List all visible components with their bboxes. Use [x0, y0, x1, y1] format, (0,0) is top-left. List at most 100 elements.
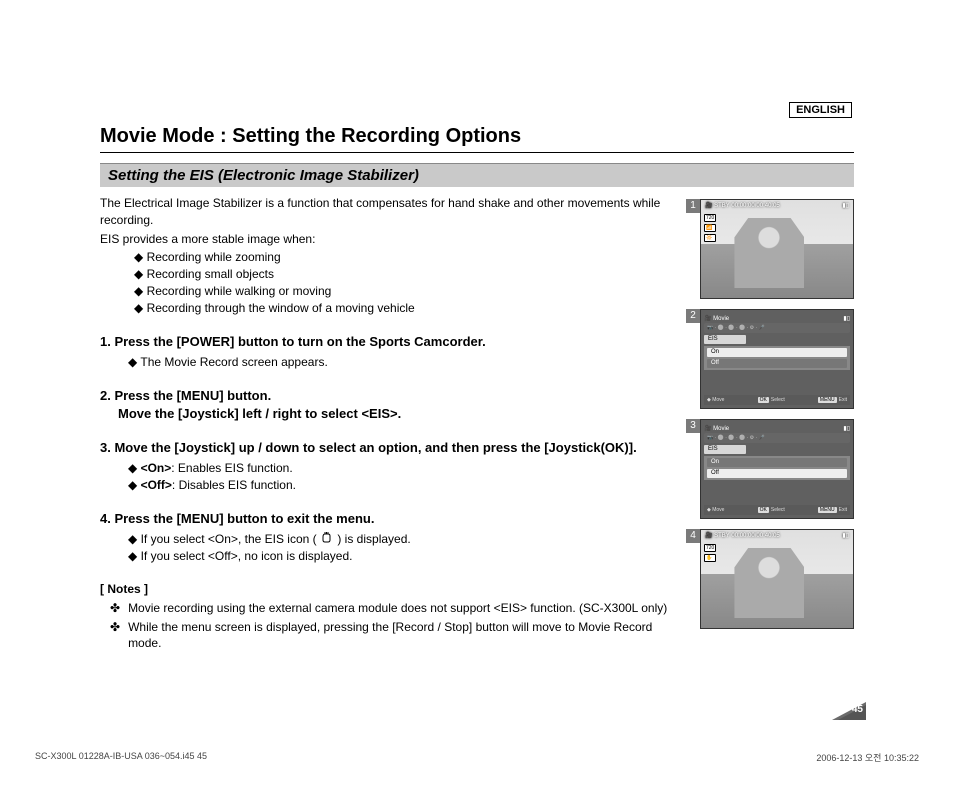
- screenshot-frame: 🎥 Movie ▮▯ 📷 · ⚪ · ⚪ · ⚪ · ⚙ · 🎤 EIS On …: [700, 309, 854, 409]
- bright-badge: 🔆: [704, 234, 716, 242]
- step-sub-text: ) is displayed.: [337, 532, 410, 546]
- notes-list: Movie recording using the external camer…: [110, 600, 674, 652]
- osd-left-badges: 720 📶 🔆: [704, 214, 716, 242]
- page-number-triangle: 45: [832, 702, 866, 720]
- manual-page: ENGLISH Movie Mode : Setting the Recordi…: [0, 0, 954, 802]
- menu-footer-exit: MENUExit: [818, 397, 847, 403]
- camcorder-preview: [701, 530, 853, 628]
- osd-top-bar: 🎥 STBY 00:00:00/00:40:05 ▮▯: [705, 532, 849, 539]
- section-subtitle: Setting the EIS (Electronic Image Stabil…: [100, 163, 854, 187]
- battery-icon: ▮▯: [842, 202, 849, 209]
- screenshot-1: 1 🎥 STBY 00:00:00/00:40:05 ▮▯ 720 📶 🔆: [686, 199, 854, 299]
- menu-header: 🎥 Movie ▮▯: [704, 423, 850, 433]
- option-val: : Disables EIS function.: [172, 478, 296, 492]
- notes-heading: [ Notes ]: [100, 581, 674, 598]
- step-title: 1. Press the [POWER] button to turn on t…: [100, 333, 674, 351]
- menu-option-on: On: [707, 348, 847, 357]
- menu-footer: ◆ Move OKSelect MENUExit: [704, 395, 850, 405]
- step-3: 3. Move the [Joystick] up / down to sele…: [100, 439, 674, 494]
- step-sub-item: <On>: Enables EIS function.: [128, 460, 674, 477]
- osd-status-text: 🎥 STBY 00:00:00/00:40:05: [705, 532, 780, 539]
- menu-footer: ◆ Move OKSelect MENUExit: [704, 505, 850, 515]
- step-title: 2. Press the [MENU] button.: [100, 387, 674, 405]
- step-sub-item: The Movie Record screen appears.: [128, 354, 674, 371]
- osd-status-text: 🎥 STBY 00:00:00/00:40:05: [705, 202, 780, 209]
- note-item: Movie recording using the external camer…: [110, 600, 674, 617]
- intro-bullet-list: Recording while zooming Recording small …: [134, 249, 674, 316]
- option-key: <Off>: [141, 478, 172, 492]
- menu-options: On Off: [704, 456, 850, 480]
- page-number: 45: [852, 704, 863, 715]
- menu-option-off: Off: [707, 469, 847, 478]
- step-sublist: The Movie Record screen appears.: [128, 354, 674, 371]
- screenshot-number: 3: [686, 419, 700, 433]
- screenshot-frame: 🎥 STBY 00:00:00/00:40:05 ▮▯ 720 ✋: [700, 529, 854, 629]
- menu-footer-exit: MENUExit: [818, 507, 847, 513]
- screenshot-frame: 🎥 Movie ▮▯ 📷 · ⚪ · ⚪ · ⚪ · ⚙ · 🎤 EIS On …: [700, 419, 854, 519]
- step-title: 3. Move the [Joystick] up / down to sele…: [100, 439, 674, 457]
- footer-left: SC-X300L 01228A-IB-USA 036~054.i45 45: [35, 751, 207, 764]
- screenshot-4: 4 🎥 STBY 00:00:00/00:40:05 ▮▯ 720 ✋: [686, 529, 854, 629]
- menu-selected-label: EIS: [704, 445, 746, 454]
- menu-tab-icons: 📷 · ⚪ · ⚪ · ⚪ · ⚙ · 🎤: [707, 435, 765, 441]
- menu-tabs: 📷 · ⚪ · ⚪ · ⚪ · ⚙ · 🎤: [704, 323, 850, 333]
- text-column: The Electrical Image Stabilizer is a fun…: [100, 195, 674, 652]
- language-badge: ENGLISH: [789, 102, 852, 118]
- menu-footer-move: ◆ Move: [707, 507, 724, 513]
- eis-hand-icon: [320, 531, 334, 548]
- step-1: 1. Press the [POWER] button to turn on t…: [100, 333, 674, 371]
- note-item: While the menu screen is displayed, pres…: [110, 619, 674, 653]
- step-4: 4. Press the [MENU] button to exit the m…: [100, 510, 674, 565]
- screenshot-number: 4: [686, 529, 700, 543]
- screenshot-column: 1 🎥 STBY 00:00:00/00:40:05 ▮▯ 720 📶 🔆 2: [686, 195, 854, 652]
- note-text: While the menu screen is displayed, pres…: [128, 619, 674, 653]
- step-sub-item: If you select <Off>, no icon is displaye…: [128, 548, 674, 565]
- screenshot-3: 3 🎥 Movie ▮▯ 📷 · ⚪ · ⚪ · ⚪ · ⚙ · 🎤 EIS O…: [686, 419, 854, 519]
- menu-footer-move: ◆ Move: [707, 397, 724, 403]
- menu-footer-select: OKSelect: [758, 397, 785, 403]
- step-2: 2. Press the [MENU] button. Move the [Jo…: [100, 387, 674, 423]
- menu-footer-select: OKSelect: [758, 507, 785, 513]
- step-sublist: <On>: Enables EIS function. <Off>: Disab…: [128, 460, 674, 494]
- intro-bullet: Recording while zooming: [134, 249, 674, 266]
- step-title-line2: Move the [Joystick] left / right to sele…: [118, 405, 674, 423]
- option-key: <On>: [141, 461, 172, 475]
- step-sublist: If you select <On>, the EIS icon ( ) is …: [128, 531, 674, 565]
- menu-options: On Off: [704, 346, 850, 370]
- menu-mode-label: 🎥 Movie: [704, 425, 729, 432]
- step-sub-text: If you select <On>, the EIS icon (: [141, 532, 320, 546]
- step-sub-item: If you select <On>, the EIS icon ( ) is …: [128, 531, 674, 548]
- eis-badge: ✋: [704, 554, 716, 562]
- osd-left-badges: 720 ✋: [704, 544, 716, 562]
- res-badge: 720: [704, 214, 716, 222]
- menu-overlay: 🎥 Movie ▮▯ 📷 · ⚪ · ⚪ · ⚪ · ⚙ · 🎤 EIS On …: [701, 420, 853, 518]
- screenshot-number: 2: [686, 309, 700, 323]
- step-sub-item: <Off>: Disables EIS function.: [128, 477, 674, 494]
- page-title: Movie Mode : Setting the Recording Optio…: [100, 125, 854, 153]
- menu-overlay: 🎥 Movie ▮▯ 📷 · ⚪ · ⚪ · ⚪ · ⚙ · 🎤 EIS On …: [701, 310, 853, 408]
- menu-mode-label: 🎥 Movie: [704, 315, 729, 322]
- menu-tabs: 📷 · ⚪ · ⚪ · ⚪ · ⚙ · 🎤: [704, 433, 850, 443]
- option-val: : Enables EIS function.: [171, 461, 292, 475]
- menu-selected-label: EIS: [704, 335, 746, 344]
- battery-icon: ▮▯: [842, 532, 849, 539]
- battery-icon: ▮▯: [843, 425, 850, 432]
- screenshot-number: 1: [686, 199, 700, 213]
- intro-paragraph: EIS provides a more stable image when:: [100, 231, 674, 248]
- intro-bullet: Recording while walking or moving: [134, 283, 674, 300]
- signal-badge: 📶: [704, 224, 716, 232]
- screenshot-frame: 🎥 STBY 00:00:00/00:40:05 ▮▯ 720 📶 🔆: [700, 199, 854, 299]
- res-badge: 720: [704, 544, 716, 552]
- menu-option-off: Off: [707, 359, 847, 368]
- screenshot-2: 2 🎥 Movie ▮▯ 📷 · ⚪ · ⚪ · ⚪ · ⚙ · 🎤 EIS O…: [686, 309, 854, 409]
- menu-option-on: On: [707, 458, 847, 467]
- print-footer: SC-X300L 01228A-IB-USA 036~054.i45 45 20…: [35, 751, 919, 764]
- step-title: 4. Press the [MENU] button to exit the m…: [100, 510, 674, 528]
- osd-top-bar: 🎥 STBY 00:00:00/00:40:05 ▮▯: [705, 202, 849, 209]
- battery-icon: ▮▯: [843, 315, 850, 322]
- footer-right: 2006-12-13 오전 10:35:22: [816, 751, 919, 764]
- camcorder-preview: [701, 200, 853, 298]
- menu-tab-icons: 📷 · ⚪ · ⚪ · ⚪ · ⚙ · 🎤: [707, 325, 765, 331]
- menu-header: 🎥 Movie ▮▯: [704, 313, 850, 323]
- intro-bullet: Recording small objects: [134, 266, 674, 283]
